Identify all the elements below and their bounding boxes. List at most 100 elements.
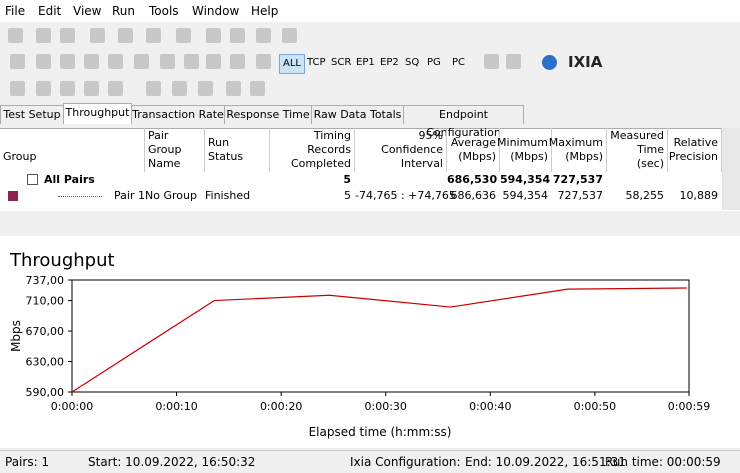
y-tick-label: 710,00 bbox=[26, 295, 65, 308]
toolbar-icon[interactable] bbox=[10, 81, 25, 96]
tree-line bbox=[58, 196, 102, 197]
toolbar-icon[interactable] bbox=[36, 28, 51, 43]
scrollbar[interactable] bbox=[722, 128, 740, 210]
table-cell: Pair 1 bbox=[114, 189, 145, 202]
toolbar-icon[interactable] bbox=[172, 81, 187, 96]
toolbar-button[interactable]: SQ bbox=[405, 57, 420, 68]
tab[interactable]: Throughput bbox=[63, 103, 132, 124]
chart: Throughput Mbps Elapsed time (h:mm:ss) 5… bbox=[0, 236, 740, 448]
tab[interactable]: Raw Data Totals bbox=[311, 105, 404, 124]
chart-title: Throughput bbox=[9, 250, 115, 271]
toolbar-icon[interactable] bbox=[230, 28, 245, 43]
toolbar-icon[interactable] bbox=[146, 28, 161, 43]
toolbar-icon[interactable] bbox=[250, 81, 265, 96]
status-field: Run time: 00:00:59 bbox=[605, 455, 721, 469]
expand-box[interactable] bbox=[27, 174, 38, 185]
toolbar-icon[interactable] bbox=[206, 28, 221, 43]
plot-frame bbox=[71, 279, 690, 393]
toolbar-icon[interactable] bbox=[60, 54, 75, 69]
toolbar-icon[interactable] bbox=[146, 81, 161, 96]
toolbar-button[interactable]: ALL bbox=[279, 54, 305, 74]
y-tick-label: 630,00 bbox=[26, 356, 65, 369]
table-cell: 5 bbox=[344, 189, 351, 202]
menu-item[interactable]: Tools bbox=[149, 4, 179, 18]
table-cell: 594,354 bbox=[500, 173, 551, 186]
table-cell: All Pairs bbox=[44, 173, 95, 186]
toolbar-icon[interactable] bbox=[10, 54, 25, 69]
toolbar-icon[interactable] bbox=[484, 54, 499, 69]
column-header[interactable]: Minimum (Mbps) bbox=[497, 128, 552, 172]
toolbar-button[interactable]: PG bbox=[427, 57, 441, 68]
table-cell: 686,636 bbox=[450, 189, 497, 202]
toolbar-icon[interactable] bbox=[506, 54, 521, 69]
table-cell: No Group bbox=[145, 189, 197, 202]
menu-bar: File Edit View Run Tools Window Help bbox=[0, 0, 740, 22]
toolbar-icon[interactable] bbox=[206, 54, 221, 69]
toolbar-icon[interactable] bbox=[256, 54, 271, 69]
y-tick-label: 670,00 bbox=[26, 325, 65, 338]
column-header[interactable]: 95% Confidence Interval bbox=[355, 128, 447, 172]
toolbar-icon[interactable] bbox=[60, 81, 75, 96]
toolbar-icon[interactable] bbox=[118, 28, 133, 43]
toolbar-button[interactable]: EP1 bbox=[356, 57, 375, 68]
toolbar-icon[interactable] bbox=[230, 54, 245, 69]
toolbar-icon[interactable] bbox=[108, 81, 123, 96]
y-tick-label: 737,00 bbox=[26, 274, 65, 287]
toolbar-icon[interactable] bbox=[256, 28, 271, 43]
menu-item[interactable]: Edit bbox=[38, 4, 62, 18]
x-tick-label: 0:00:30 bbox=[365, 400, 407, 413]
column-header[interactable]: Maximum (Mbps) bbox=[549, 128, 607, 172]
column-header[interactable]: Group bbox=[0, 128, 145, 172]
tab[interactable]: Endpoint Configuration bbox=[403, 105, 524, 139]
y-tick-label: 590,00 bbox=[26, 386, 65, 399]
toolbar-icon[interactable] bbox=[176, 28, 191, 43]
toolbar-icon[interactable] bbox=[36, 81, 51, 96]
tab[interactable]: Transaction Rate bbox=[131, 105, 225, 124]
tab[interactable]: Test Setup bbox=[0, 105, 64, 124]
toolbar-icon[interactable] bbox=[84, 54, 99, 69]
table-cell: 594,354 bbox=[502, 189, 549, 202]
menu-item[interactable]: View bbox=[73, 4, 102, 18]
status-field: Pairs: 1 bbox=[5, 455, 50, 469]
brand-logo: IXIA bbox=[568, 53, 603, 71]
toolbar-icon[interactable] bbox=[282, 28, 297, 43]
toolbar-icon[interactable] bbox=[60, 28, 75, 43]
x-tick-label: 0:00:50 bbox=[574, 400, 616, 413]
toolbar-button[interactable]: SCR bbox=[331, 57, 352, 68]
menu-item[interactable]: Help bbox=[251, 4, 279, 18]
column-header[interactable]: Relative Precision bbox=[668, 128, 722, 172]
menu-item[interactable]: Window bbox=[192, 4, 240, 18]
y-axis-label: Mbps bbox=[9, 320, 23, 352]
status-bar: Pairs: 1 Start: 10.09.2022, 16:50:32 Ixia … bbox=[0, 450, 740, 473]
table-cell: 5 bbox=[343, 173, 351, 186]
column-header[interactable]: Pair Group Name bbox=[145, 128, 205, 172]
tab[interactable]: Response Time bbox=[224, 105, 312, 124]
column-header[interactable]: Run Status bbox=[205, 128, 270, 172]
toolbar-button[interactable]: PC bbox=[452, 57, 466, 68]
toolbar-icon[interactable] bbox=[8, 28, 23, 43]
table-cell: 686,530 bbox=[447, 173, 498, 186]
table-cell: 727,537 bbox=[557, 189, 604, 202]
x-tick-label: 0:00:10 bbox=[155, 400, 197, 413]
toolbar-icon[interactable] bbox=[198, 81, 213, 96]
toolbar-icon[interactable] bbox=[160, 54, 175, 69]
toolbar-icon[interactable] bbox=[108, 54, 123, 69]
toolbar-button[interactable]: TCP bbox=[307, 57, 326, 68]
column-header[interactable]: Measured Time (sec) bbox=[607, 128, 668, 172]
toolbar-icon[interactable] bbox=[134, 54, 149, 69]
toolbar-icon[interactable] bbox=[36, 54, 51, 69]
toolbar-icon[interactable] bbox=[90, 28, 105, 43]
menu-item[interactable]: File bbox=[5, 4, 26, 18]
toolbar-icon[interactable] bbox=[226, 81, 241, 96]
table-cell: 727,537 bbox=[552, 173, 603, 186]
toolbar-icon[interactable] bbox=[184, 54, 199, 69]
menu-item[interactable]: Run bbox=[112, 4, 136, 18]
toolbar-icon[interactable] bbox=[84, 81, 99, 96]
table-cell: 58,255 bbox=[625, 189, 665, 202]
column-header[interactable]: Timing Records Completed bbox=[270, 128, 355, 172]
table-cell: 10,889 bbox=[679, 189, 719, 202]
table-cell: Finished bbox=[205, 189, 251, 202]
toolbar-button[interactable]: EP2 bbox=[380, 57, 399, 68]
column-header[interactable]: Average (Mbps) bbox=[447, 128, 500, 172]
